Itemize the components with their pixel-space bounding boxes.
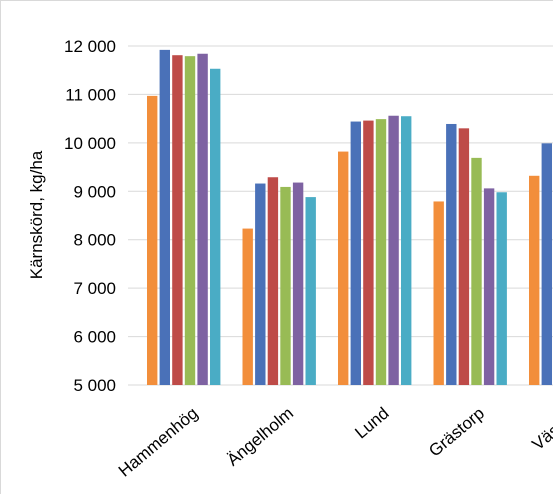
bar: [159, 49, 170, 385]
x-category-label: Ängelholm: [223, 404, 297, 470]
bar: [541, 143, 552, 385]
bar: [172, 55, 183, 386]
x-category-label: Lund: [351, 404, 392, 443]
bar: [197, 53, 208, 386]
y-tick-label: 12 000: [64, 37, 116, 56]
y-tick-label: 9 000: [73, 182, 116, 201]
y-tick-label: 10 000: [64, 134, 116, 153]
bar: [483, 188, 495, 385]
x-category-label: Väster°: [529, 404, 553, 455]
bar: [280, 186, 291, 385]
y-axis-title: Kärnskörd, kg/ha: [27, 150, 46, 279]
bar: [242, 228, 253, 385]
y-tick-label: 6 000: [73, 328, 116, 347]
bar: [529, 175, 540, 385]
x-axis-categories: Hammenhög Ängelholm Lund Grästorp Väster°: [115, 404, 553, 481]
bar: [305, 197, 316, 385]
y-axis-ticks: 5 000 6 000 7 000 8 000 9 000 10 000 11 000 12 …: [64, 37, 116, 395]
bar: [401, 116, 412, 385]
bar: [433, 201, 444, 385]
bar: [338, 151, 349, 385]
bar: [458, 128, 470, 386]
bar: [388, 115, 399, 385]
bar: [184, 56, 196, 386]
bar: [496, 192, 507, 385]
bar: [446, 123, 457, 385]
y-tick-label: 11 000: [65, 85, 116, 104]
bar: [375, 119, 387, 386]
y-tick-label: 7 000: [73, 279, 116, 298]
bar: [350, 121, 361, 385]
bar: [471, 157, 482, 385]
bar: [363, 120, 374, 385]
bar: [210, 68, 221, 386]
bar: [292, 182, 304, 385]
bar: [267, 177, 279, 385]
bar: [255, 183, 266, 385]
y-tick-label: 5 000: [73, 376, 116, 395]
bars: [147, 49, 552, 386]
y-tick-label: 8 000: [73, 231, 116, 250]
bar: [147, 95, 158, 385]
x-category-label: Hammenhög: [115, 404, 202, 481]
x-category-label: Grästorp: [425, 404, 488, 461]
